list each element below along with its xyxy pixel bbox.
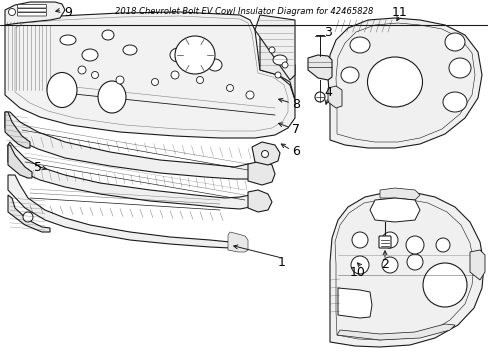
Circle shape — [381, 232, 397, 248]
Polygon shape — [5, 12, 294, 138]
Circle shape — [78, 66, 86, 74]
Text: 1: 1 — [278, 256, 285, 269]
Text: 2018 Chevrolet Bolt EV Cowl Insulator Diagram for 42465828: 2018 Chevrolet Bolt EV Cowl Insulator Di… — [115, 8, 373, 17]
Text: 6: 6 — [291, 145, 299, 158]
FancyBboxPatch shape — [378, 236, 390, 248]
Circle shape — [274, 72, 281, 78]
Polygon shape — [8, 142, 254, 209]
Circle shape — [91, 72, 98, 78]
Text: 2: 2 — [380, 258, 388, 271]
Circle shape — [226, 85, 233, 91]
Ellipse shape — [442, 92, 466, 112]
Ellipse shape — [340, 67, 358, 83]
Polygon shape — [307, 55, 331, 80]
Circle shape — [268, 47, 274, 53]
Text: 11: 11 — [391, 5, 407, 18]
Circle shape — [245, 91, 253, 99]
Polygon shape — [327, 18, 481, 148]
Polygon shape — [247, 161, 274, 185]
Polygon shape — [5, 112, 30, 148]
Polygon shape — [251, 142, 280, 165]
Polygon shape — [336, 324, 454, 340]
Circle shape — [314, 92, 325, 102]
Polygon shape — [247, 190, 271, 212]
Text: 4: 4 — [324, 85, 331, 99]
Circle shape — [116, 76, 124, 84]
Circle shape — [381, 257, 397, 273]
Ellipse shape — [82, 49, 98, 61]
Polygon shape — [469, 250, 484, 280]
Circle shape — [405, 236, 423, 254]
Text: 8: 8 — [291, 99, 299, 112]
Ellipse shape — [102, 30, 114, 40]
Ellipse shape — [349, 37, 369, 53]
Ellipse shape — [367, 57, 422, 107]
Circle shape — [435, 238, 449, 252]
FancyBboxPatch shape — [18, 9, 46, 12]
Polygon shape — [327, 86, 341, 108]
Circle shape — [406, 254, 422, 270]
Text: 5: 5 — [34, 162, 42, 175]
Circle shape — [171, 71, 179, 79]
Polygon shape — [5, 2, 65, 25]
Ellipse shape — [98, 81, 126, 113]
FancyBboxPatch shape — [18, 13, 46, 16]
Circle shape — [261, 150, 268, 157]
Ellipse shape — [444, 33, 464, 51]
Text: 9: 9 — [64, 5, 72, 18]
Polygon shape — [379, 188, 419, 200]
Circle shape — [282, 62, 287, 68]
Ellipse shape — [448, 58, 470, 78]
Circle shape — [422, 263, 466, 307]
Ellipse shape — [47, 72, 77, 108]
Polygon shape — [5, 112, 258, 179]
Ellipse shape — [175, 36, 215, 74]
Circle shape — [350, 256, 368, 274]
Ellipse shape — [272, 55, 286, 65]
Circle shape — [351, 232, 367, 248]
Circle shape — [151, 78, 158, 85]
Ellipse shape — [207, 59, 222, 71]
Polygon shape — [329, 192, 483, 347]
Polygon shape — [260, 35, 294, 100]
Polygon shape — [227, 232, 247, 252]
Polygon shape — [8, 195, 50, 232]
Polygon shape — [8, 175, 235, 248]
Ellipse shape — [170, 48, 185, 62]
FancyBboxPatch shape — [18, 4, 46, 8]
Ellipse shape — [123, 45, 137, 55]
Circle shape — [196, 77, 203, 84]
Text: 7: 7 — [291, 123, 299, 136]
Text: 3: 3 — [324, 26, 331, 39]
Polygon shape — [337, 288, 371, 318]
Circle shape — [23, 212, 33, 222]
Polygon shape — [254, 15, 294, 80]
Polygon shape — [369, 198, 419, 222]
Ellipse shape — [60, 35, 76, 45]
Polygon shape — [8, 145, 32, 178]
Text: 10: 10 — [349, 265, 365, 279]
Circle shape — [8, 9, 16, 15]
